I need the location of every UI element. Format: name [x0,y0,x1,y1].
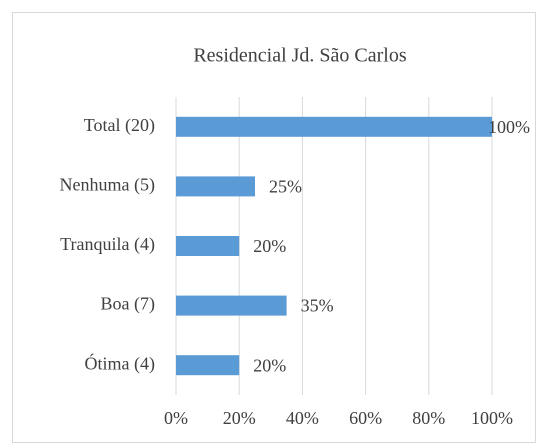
x-tick-label: 20% [223,408,256,428]
x-tick-label: 0% [164,408,188,428]
bar [176,116,492,137]
y-tick-label: Nenhuma (5) [60,175,155,196]
y-tick-label: Ótima (4) [85,352,155,374]
value-label: 20% [253,355,286,375]
x-tick-label: 100% [471,408,513,428]
value-label: 100% [488,117,530,137]
value-label: 35% [301,296,334,316]
value-label: 20% [253,236,286,256]
value-label: 25% [269,177,302,197]
y-tick-label: Total (20) [84,115,155,136]
bar [176,236,240,256]
y-tick-label: Tranquila (4) [60,234,155,255]
y-tick-label: Boa (7) [101,294,155,315]
x-tick-label: 60% [349,408,382,428]
chart-title: Residencial Jd. São Carlos [193,45,407,67]
chart-border [12,12,536,443]
bar [176,355,240,376]
x-tick-label: 40% [286,408,319,428]
x-tick-label: 80% [412,408,445,428]
bar [176,176,255,197]
bar [176,295,287,316]
